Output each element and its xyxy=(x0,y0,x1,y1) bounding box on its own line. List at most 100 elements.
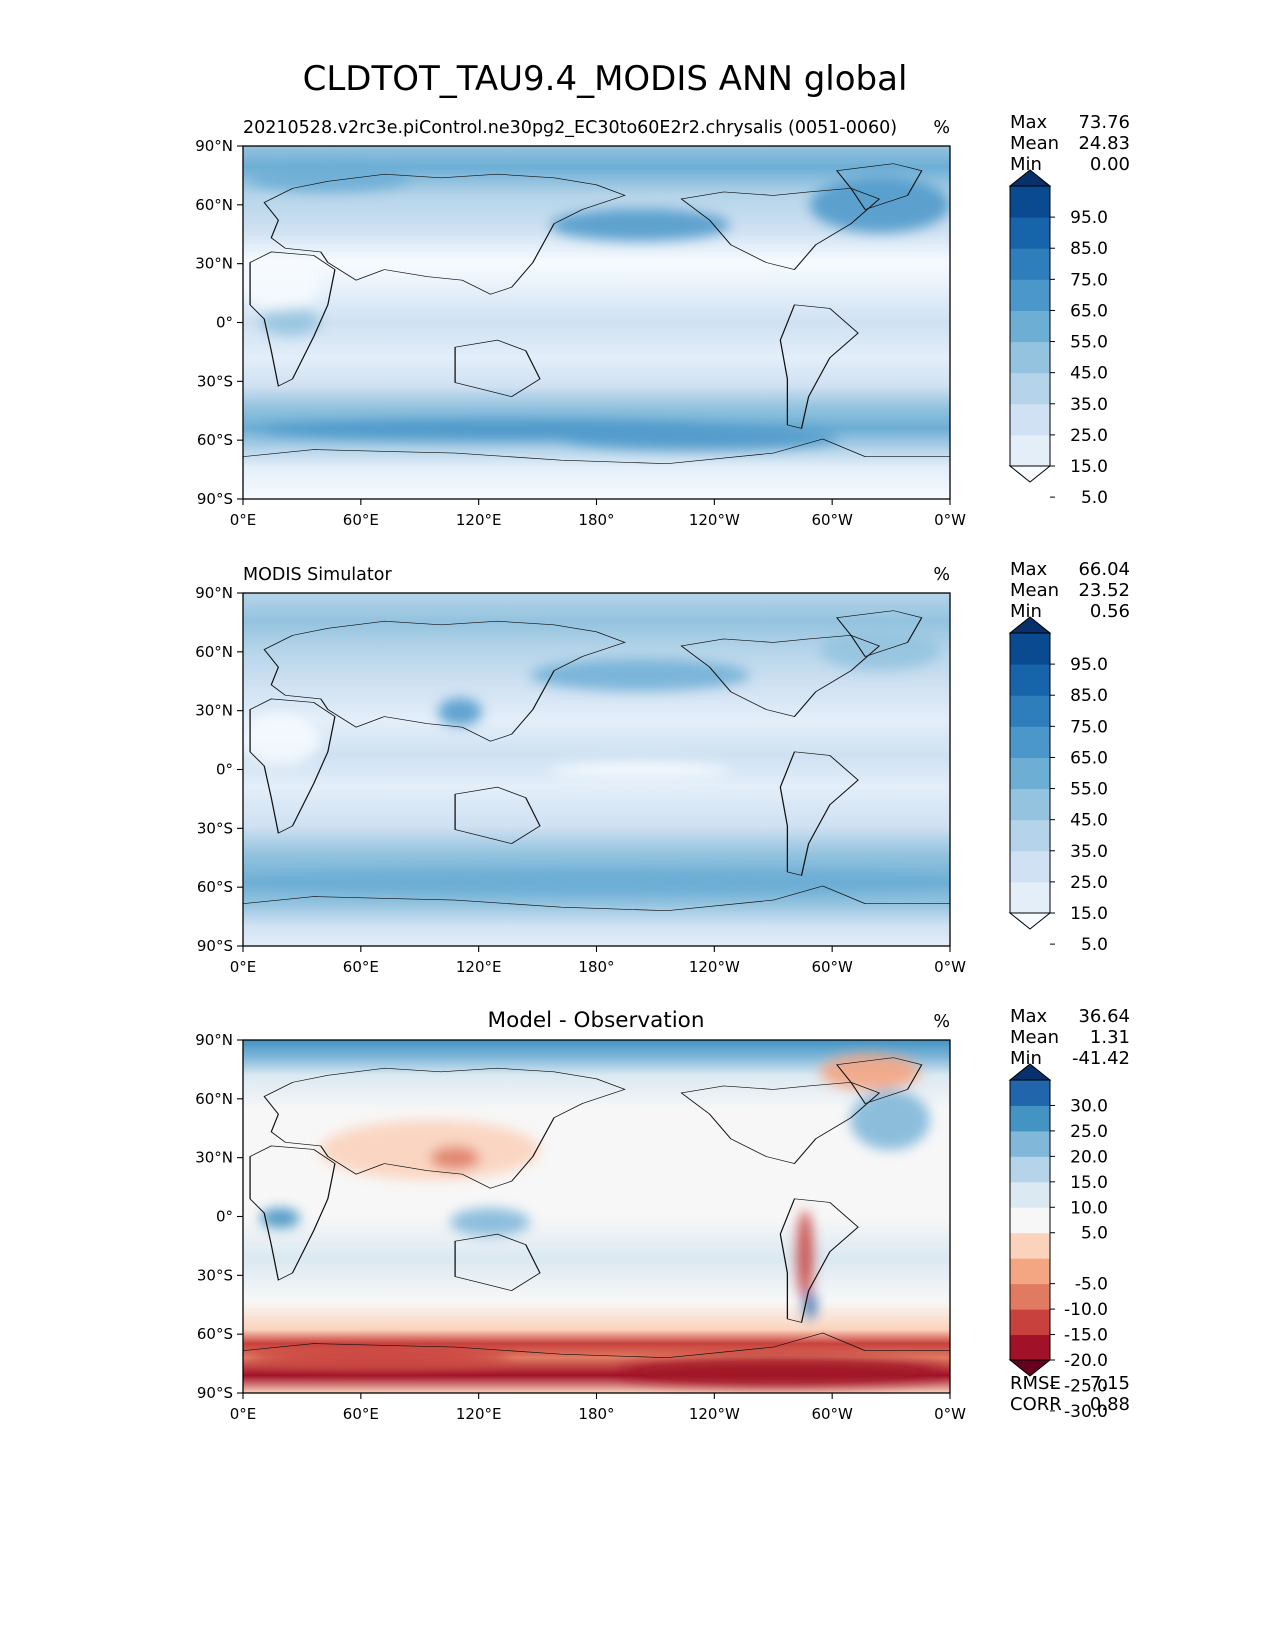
y-tick-label: 0° xyxy=(216,761,233,779)
colorbar-tick-label: -20.0 xyxy=(1064,1351,1108,1371)
colorbar-tick-label: 30.0 xyxy=(1070,1096,1108,1116)
colorbar-tick-label: 75.0 xyxy=(1070,717,1108,737)
y-tick-label: 0° xyxy=(216,314,233,332)
panel-units: % xyxy=(933,565,950,585)
colorbar-tick-label: 35.0 xyxy=(1070,842,1108,862)
map-field xyxy=(243,593,950,946)
panel-difference: Model - Observation % 0°E 60°E 120°E 180° 12… xyxy=(195,1006,1130,1423)
colorbar: 95.0 85.0 75.0 65.0 55.0 45.0 35.0 25.0 15.0 5.0 xyxy=(1008,169,1108,508)
x-tick-label: 120°E xyxy=(456,511,502,529)
colorbar-tick-label: 10.0 xyxy=(1070,1198,1108,1218)
map-field xyxy=(243,1040,950,1393)
x-tick-label: 60°E xyxy=(343,1405,379,1423)
colorbar-segment xyxy=(1010,881,1050,914)
x-axis: 0°E 60°E 120°E 180° 120°W 60°W 0°W xyxy=(230,1393,966,1423)
colorbar-segment xyxy=(1010,1309,1050,1336)
y-tick-label: 90°N xyxy=(195,137,233,155)
x-tick-label: 120°W xyxy=(689,1405,740,1423)
x-axis: 0°E 60°E 120°E 180° 120°W 60°W 0°W xyxy=(230,946,966,976)
colorbar-tick-label: 95.0 xyxy=(1070,208,1108,228)
stat-value-min: 0.00 xyxy=(1090,154,1130,175)
colorbar-tick-label: 65.0 xyxy=(1070,748,1108,768)
y-tick-label: 30°S xyxy=(197,819,233,837)
colorbar-segment xyxy=(1010,788,1050,821)
colorbar-segment xyxy=(1010,1283,1050,1310)
colorbar-tick-label: 75.0 xyxy=(1070,270,1108,290)
stat-label-max: Max xyxy=(1010,1006,1048,1027)
colorbar-tick-label: 95.0 xyxy=(1070,655,1108,675)
stat-label-mean: Mean xyxy=(1010,133,1059,154)
panel-units: % xyxy=(933,118,950,138)
colorbar-tick-label: 25.0 xyxy=(1070,426,1108,446)
footer-stat-value-rmse: 7.15 xyxy=(1090,1373,1130,1394)
panel-model: 20210528.v2rc3e.piControl.ne30pg2_EC30to… xyxy=(195,112,1130,529)
y-tick-label: 30°S xyxy=(197,1266,233,1284)
colorbar-segment xyxy=(1010,341,1050,374)
colorbar-segment xyxy=(1010,403,1050,436)
stat-value-mean: 23.52 xyxy=(1078,580,1130,601)
colorbar-segment xyxy=(1010,1258,1050,1285)
panel-title-left: 20210528.v2rc3e.piControl.ne30pg2_EC30to… xyxy=(243,118,897,138)
stat-value-min: 0.56 xyxy=(1090,601,1130,622)
colorbar-segment xyxy=(1010,248,1050,280)
stat-label-max: Max xyxy=(1010,112,1048,133)
colorbar-tick-label: 85.0 xyxy=(1070,686,1108,706)
colorbar-segment xyxy=(1010,726,1050,758)
stat-label-max: Max xyxy=(1010,559,1048,580)
x-tick-label: 0°W xyxy=(934,958,966,976)
colorbar-segment xyxy=(1010,186,1050,218)
y-tick-label: 30°N xyxy=(195,702,233,720)
colorbar-segment xyxy=(1010,664,1050,696)
colorbar-extend-min xyxy=(1008,465,1052,483)
y-axis: 90°N 60°N 30°N 0° 30°S 60°S 90°S xyxy=(195,1031,243,1402)
stat-label-min: Min xyxy=(1010,1048,1042,1069)
footer-stat-label-rmse: RMSE xyxy=(1010,1373,1061,1394)
stat-label-min: Min xyxy=(1010,601,1042,622)
map-field xyxy=(243,146,950,499)
y-tick-label: 30°S xyxy=(197,372,233,390)
colorbar: 95.0 85.0 75.0 65.0 55.0 45.0 35.0 25.0 15.0 5.0 xyxy=(1008,616,1108,955)
colorbar-segment xyxy=(1010,1156,1050,1183)
colorbar-tick-label: 5.0 xyxy=(1081,1224,1108,1244)
y-tick-label: 60°S xyxy=(197,878,233,896)
colorbar-extend-min xyxy=(1008,912,1052,930)
y-tick-label: 60°N xyxy=(195,643,233,661)
x-tick-label: 0°E xyxy=(230,958,257,976)
colorbar-segment xyxy=(1010,310,1050,343)
x-tick-label: 60°W xyxy=(811,511,853,529)
colorbar-tick-label: 25.0 xyxy=(1070,873,1108,893)
colorbar-segment xyxy=(1010,217,1050,249)
y-tick-label: 30°N xyxy=(195,255,233,273)
colorbar-tick-label: -10.0 xyxy=(1064,1300,1108,1320)
colorbar-frame xyxy=(1009,632,1051,914)
y-tick-label: 30°N xyxy=(195,1149,233,1167)
x-tick-label: 0°W xyxy=(934,1405,966,1423)
colorbar-tick-label: 45.0 xyxy=(1070,811,1108,831)
y-tick-label: 90°S xyxy=(197,490,233,508)
colorbar-segment xyxy=(1010,1105,1050,1132)
x-tick-label: 120°W xyxy=(689,511,740,529)
colorbar-segment xyxy=(1010,819,1050,852)
footer-stat-label-corr: CORR xyxy=(1010,1394,1062,1415)
colorbar-segment xyxy=(1010,372,1050,405)
colorbar-tick-label: 65.0 xyxy=(1070,301,1108,321)
colorbar-segment xyxy=(1010,1080,1050,1106)
colorbar-segment xyxy=(1010,850,1050,883)
stat-label-mean: Mean xyxy=(1010,1027,1059,1048)
colorbar-segment xyxy=(1010,633,1050,665)
colorbar-segment xyxy=(1010,757,1050,790)
panel-title-center: Model - Observation xyxy=(488,1008,705,1033)
x-tick-label: 0°W xyxy=(934,511,966,529)
colorbar-frame xyxy=(1009,185,1051,467)
x-tick-label: 180° xyxy=(578,1405,614,1423)
colorbar-tick-label: 5.0 xyxy=(1081,488,1108,508)
footer-stat-value-corr: 0.88 xyxy=(1090,1394,1130,1415)
colorbar-tick-label: 15.0 xyxy=(1070,1173,1108,1193)
colorbar-segment xyxy=(1010,1232,1050,1259)
colorbar-tick-label: 55.0 xyxy=(1070,780,1108,800)
colorbar-tick-label: 15.0 xyxy=(1070,457,1108,477)
stat-value-mean: 1.31 xyxy=(1090,1027,1130,1048)
stat-value-min: -41.42 xyxy=(1072,1048,1130,1069)
stat-value-max: 36.64 xyxy=(1078,1006,1130,1027)
